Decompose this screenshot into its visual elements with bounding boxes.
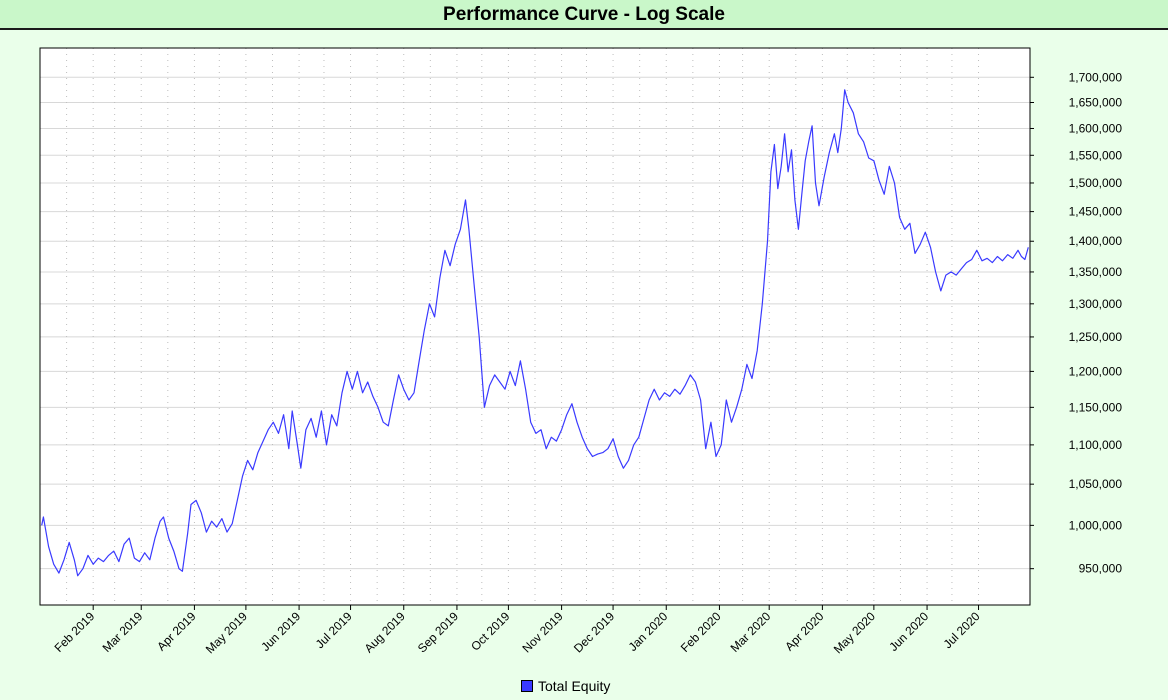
y-tick-label: 1,500,000 (1069, 176, 1123, 190)
series-line-total-equity (41, 89, 1029, 577)
x-tick-label: May 2020 (831, 609, 878, 656)
legend: Total Equity (521, 677, 610, 695)
chart-title: Performance Curve - Log Scale (443, 4, 725, 25)
y-tick-label: 1,150,000 (1069, 400, 1123, 414)
chart-title-bar: Performance Curve - Log Scale (0, 0, 1168, 30)
y-tick-label: 1,650,000 (1069, 95, 1123, 109)
y-tick-label: 1,600,000 (1069, 121, 1123, 135)
x-tick-label: Mar 2019 (100, 609, 146, 655)
y-tick-label: 1,300,000 (1069, 297, 1123, 311)
x-tick-label: Jul 2020 (941, 609, 983, 651)
y-tick-label: 950,000 (1079, 562, 1123, 576)
plot-border (39, 47, 1031, 606)
legend-swatch (521, 680, 533, 692)
y-tick-label: 1,450,000 (1069, 205, 1123, 219)
x-tick-label: Jun 2020 (886, 609, 931, 654)
x-tick-label: Oct 2019 (468, 609, 513, 654)
x-tick-label: Feb 2020 (678, 609, 724, 655)
x-tick-label: Dec 2019 (571, 609, 617, 655)
y-tick-label: 1,400,000 (1069, 234, 1123, 248)
x-tick-label: Jan 2020 (626, 609, 671, 654)
x-tick-label: May 2019 (203, 609, 250, 656)
x-tick-label: Nov 2019 (519, 609, 565, 655)
x-tick-label: Aug 2019 (362, 609, 408, 655)
plot-area (39, 47, 1031, 606)
y-tick-label: 1,000,000 (1069, 518, 1123, 532)
y-tick-label: 1,250,000 (1069, 330, 1123, 344)
y-tick-label: 1,200,000 (1069, 364, 1123, 378)
x-tick-label: Jun 2019 (258, 609, 303, 654)
x-tick-label: Apr 2019 (154, 609, 199, 654)
legend-label: Total Equity (538, 678, 611, 694)
x-tick-label: Feb 2019 (52, 609, 98, 655)
y-tick-label: 1,100,000 (1069, 438, 1123, 452)
x-tick-label: Mar 2020 (728, 609, 774, 655)
y-tick-label: 1,550,000 (1069, 148, 1123, 162)
x-tick-label: Apr 2020 (782, 609, 827, 654)
x-tick-label: Jul 2019 (313, 609, 355, 651)
x-tick-label: Sep 2019 (415, 609, 461, 655)
y-tick-label: 1,350,000 (1069, 265, 1123, 279)
y-tick-label: 1,050,000 (1069, 477, 1123, 491)
y-tick-label: 1,700,000 (1069, 70, 1123, 84)
